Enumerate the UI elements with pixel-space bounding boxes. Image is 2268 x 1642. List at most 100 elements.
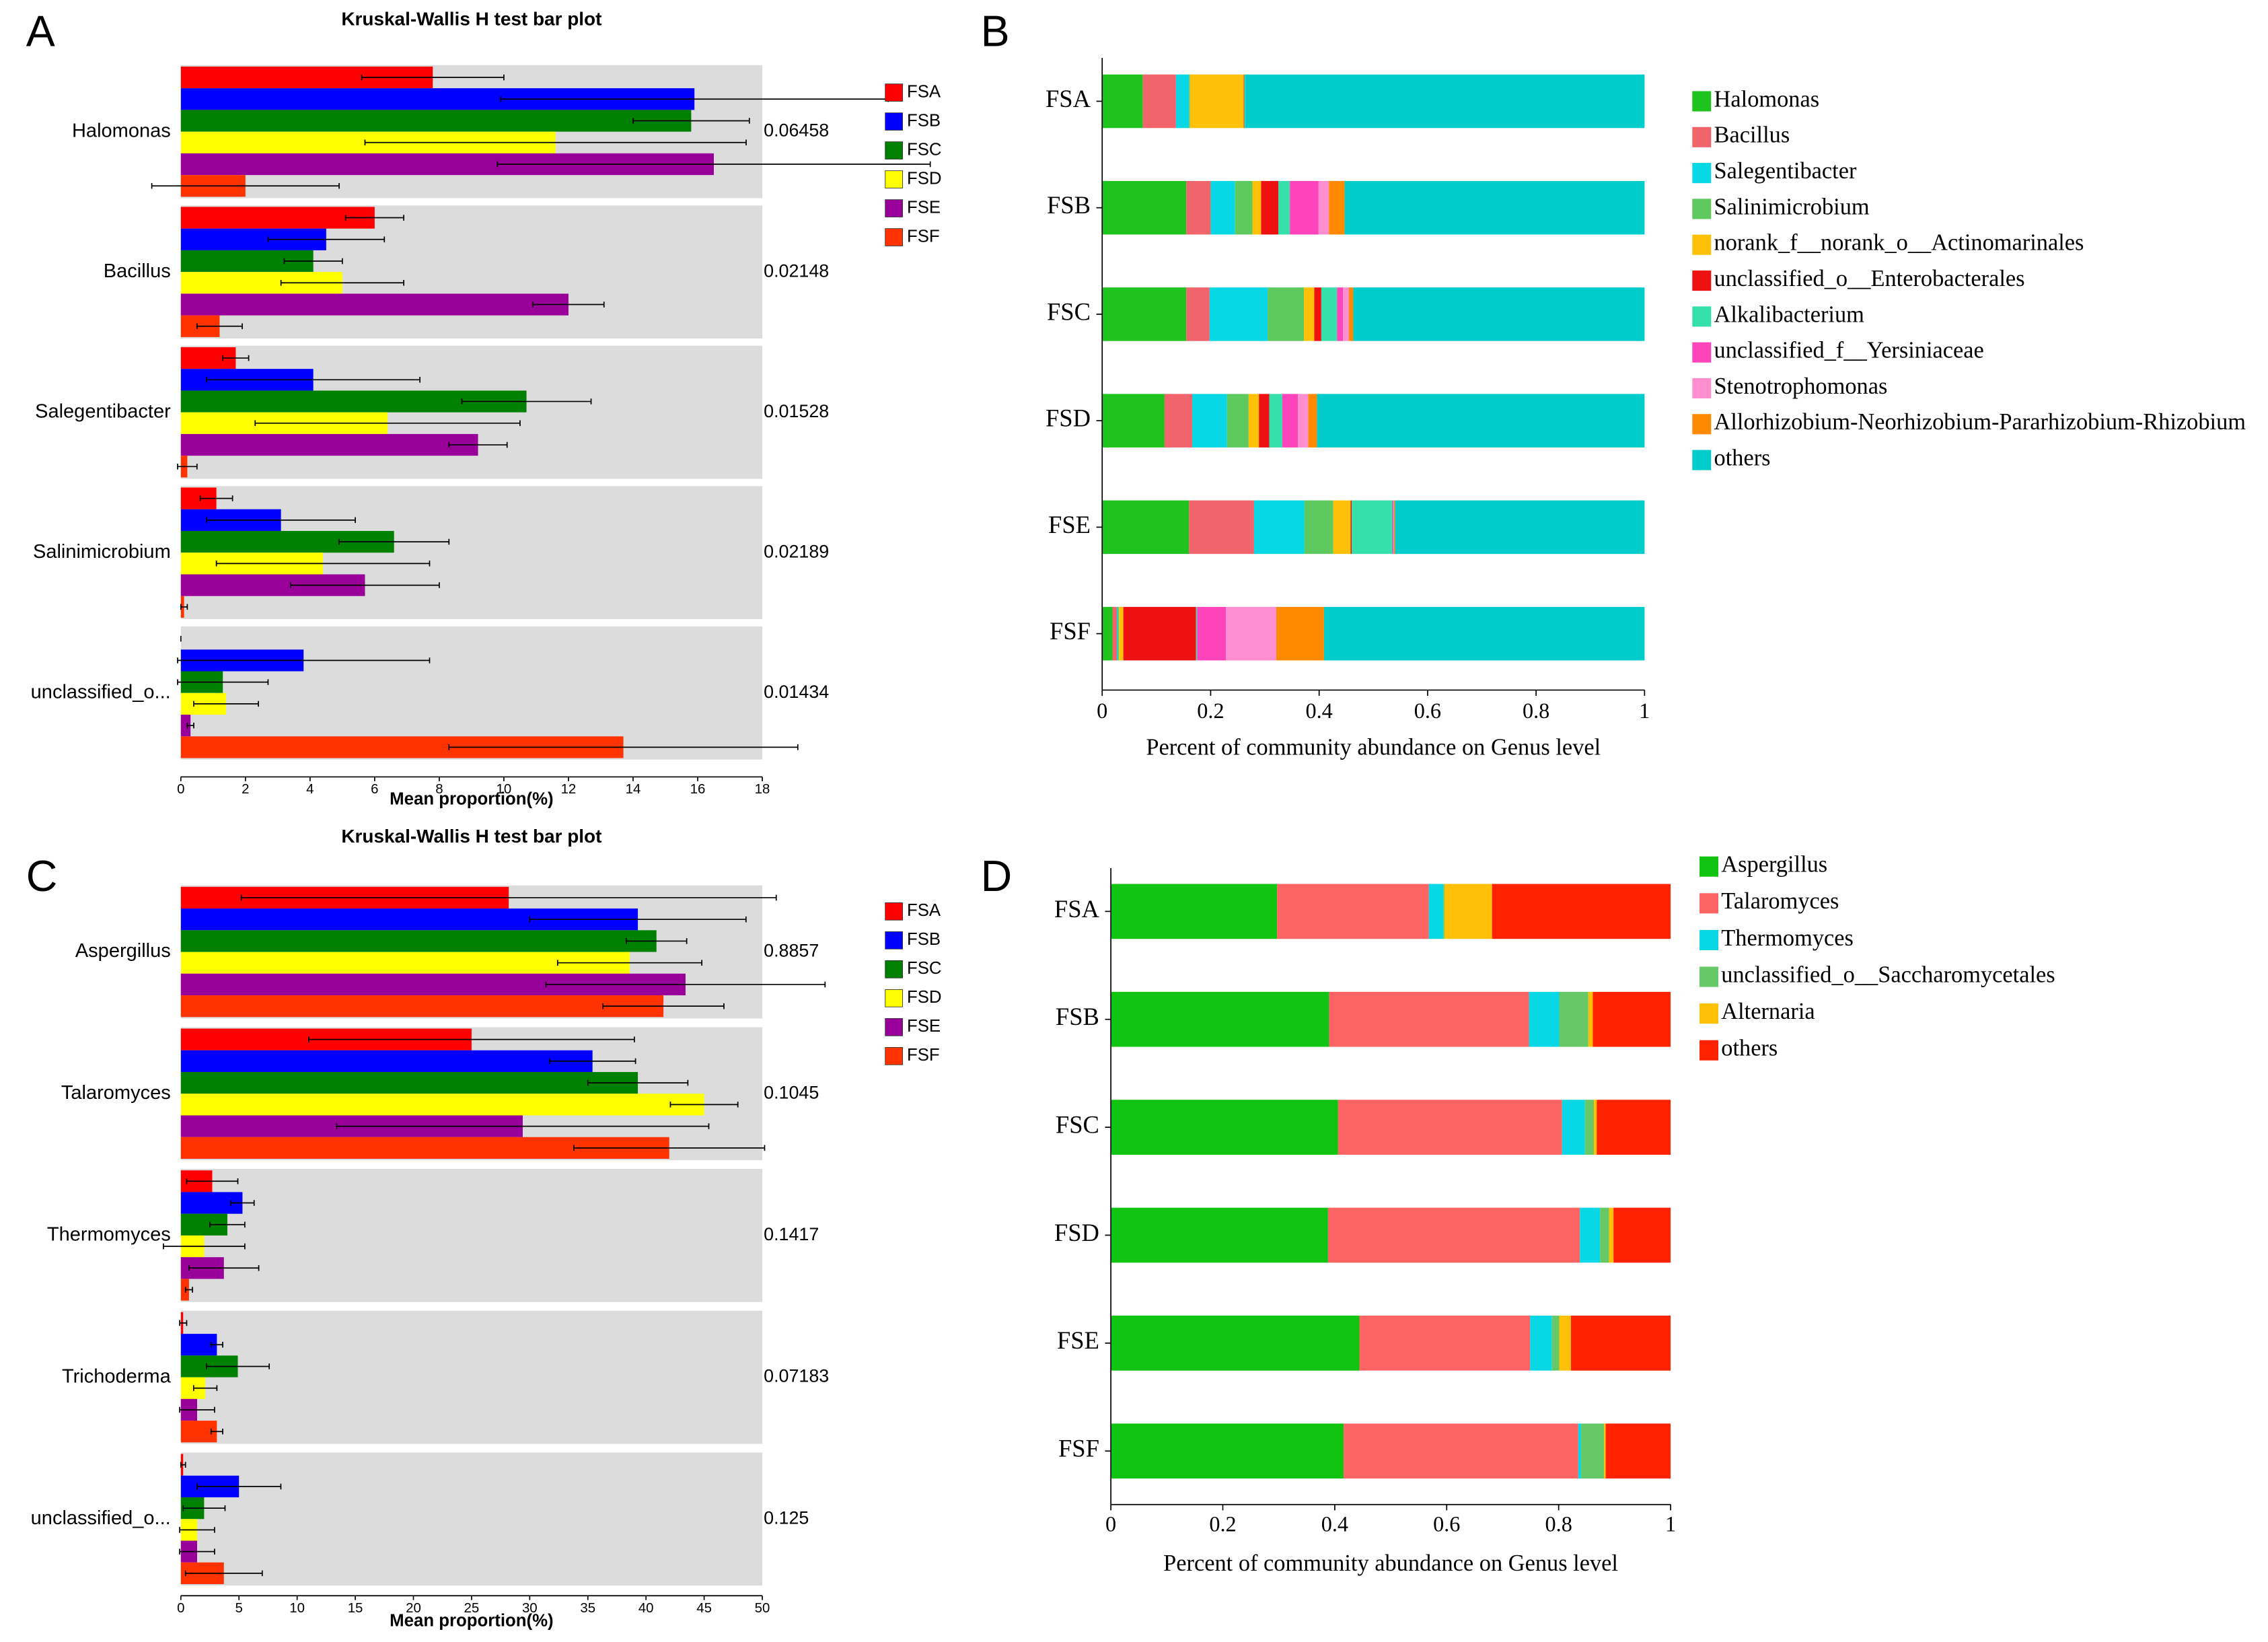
legend-swatch — [1692, 163, 1712, 184]
bar-segment — [1393, 500, 1395, 555]
bar — [180, 1071, 638, 1094]
legend-swatch — [1692, 271, 1712, 291]
bar-segment — [1244, 74, 1246, 129]
category-label: FSC — [1056, 1110, 1099, 1138]
x-tick-label: 4 — [306, 782, 314, 797]
bar-segment — [1189, 74, 1190, 129]
legend-label: FSE — [907, 1017, 941, 1036]
legend-label: Stenotrophomonas — [1714, 373, 1888, 399]
bar-segment — [1329, 991, 1529, 1047]
x-tick-label: 16 — [690, 782, 706, 797]
legend-swatch — [885, 199, 903, 217]
bar-segment — [1276, 606, 1324, 661]
bar-segment — [1235, 180, 1253, 235]
legend-label: FSA — [907, 901, 941, 920]
error-bar — [215, 561, 431, 567]
legend-swatch — [1699, 856, 1719, 877]
error-bar — [461, 398, 592, 404]
legend-label: FSA — [907, 82, 941, 101]
legend-label: unclassified_o__Enterobacterales — [1714, 266, 2025, 291]
bar-segment — [1314, 287, 1321, 341]
legend-label: Alkalibacterium — [1714, 301, 1865, 327]
category-label: FSD — [1054, 1219, 1099, 1246]
x-tick-label: 40 — [638, 1601, 654, 1616]
bar-segment — [1321, 287, 1338, 341]
x-tick-label: 1 — [1639, 699, 1650, 723]
bar-segment — [1562, 1100, 1585, 1155]
error-bar — [240, 894, 777, 901]
bar-segment — [1350, 500, 1352, 555]
bar-segment — [1327, 1207, 1580, 1263]
x-tick-label: 45 — [696, 1601, 712, 1616]
legend-swatch — [885, 1018, 903, 1036]
bar-segment — [1189, 500, 1254, 555]
x-tick-label: 14 — [626, 782, 641, 797]
x-tick-label: 0 — [1097, 699, 1107, 723]
bar — [180, 1094, 704, 1116]
legend-swatch — [885, 112, 903, 131]
error-bar — [184, 1570, 263, 1577]
bar-segment — [1444, 884, 1492, 939]
panel-label: A — [26, 7, 55, 56]
x-tick-label: 10 — [289, 1601, 305, 1616]
legend-swatch — [1699, 1003, 1719, 1024]
legend-swatch — [885, 931, 903, 950]
legend-label: FSF — [907, 227, 940, 246]
bar-segment — [1186, 180, 1211, 235]
bar-segment — [1392, 500, 1394, 555]
error-bar — [529, 916, 747, 923]
bar-segment — [1278, 180, 1290, 235]
legend-swatch — [1692, 306, 1712, 327]
bar-segment — [1190, 74, 1244, 129]
error-bar — [196, 323, 243, 330]
legend-label: FSF — [907, 1046, 940, 1065]
error-bar — [497, 161, 931, 168]
x-axis-label: Mean proportion(%) — [390, 1612, 553, 1631]
error-bar — [180, 604, 188, 610]
x-tick-label: 0 — [1105, 1511, 1116, 1536]
bar-segment — [1492, 884, 1671, 939]
error-bar — [267, 236, 386, 243]
x-tick-label: 35 — [580, 1601, 595, 1616]
legend-label: FSD — [907, 169, 942, 188]
error-bar — [177, 679, 269, 685]
bar — [180, 930, 657, 952]
error-bar — [669, 1102, 739, 1108]
legend-label: Thermomyces — [1721, 925, 1854, 951]
category-label: unclassified_o... — [31, 681, 171, 703]
legend-label: Allorhizobium-Neorhizobium-Pararhizobium… — [1714, 409, 2246, 435]
error-bar — [206, 517, 356, 524]
bar-segment — [1584, 1100, 1595, 1155]
panel-label: C — [26, 852, 58, 900]
error-bar — [192, 1385, 218, 1392]
error-bar — [186, 1178, 239, 1184]
bar-segment — [1428, 884, 1444, 939]
x-tick-label: 2 — [242, 782, 249, 797]
legend-label: FSC — [907, 140, 942, 159]
legend-swatch — [885, 989, 903, 1007]
bar-segment — [1333, 500, 1351, 555]
error-bar — [548, 1058, 636, 1065]
error-bar — [179, 1548, 215, 1555]
bar-segment — [1196, 606, 1198, 661]
error-bar — [210, 1428, 223, 1435]
legend-swatch — [885, 141, 903, 159]
error-bar — [177, 464, 198, 470]
bar-segment — [1594, 1100, 1597, 1155]
error-bar — [182, 1505, 226, 1511]
bar-segment — [1529, 991, 1560, 1047]
bar-segment — [1261, 180, 1279, 235]
x-tick-label: 18 — [755, 782, 770, 797]
category-label: Talaromyces — [61, 1082, 171, 1104]
x-tick-label: 0 — [177, 1601, 184, 1616]
x-tick-label: 0.6 — [1414, 699, 1441, 723]
legend-swatch — [1692, 127, 1712, 147]
bar-segment — [1329, 180, 1345, 235]
bar — [180, 110, 692, 132]
bar-segment — [1613, 1207, 1671, 1263]
bar — [180, 1050, 593, 1072]
error-bar — [210, 1341, 223, 1348]
x-axis-label: Mean proportion(%) — [390, 790, 553, 809]
x-tick-label: 25 — [464, 1601, 480, 1616]
bar-segment — [1210, 180, 1235, 235]
